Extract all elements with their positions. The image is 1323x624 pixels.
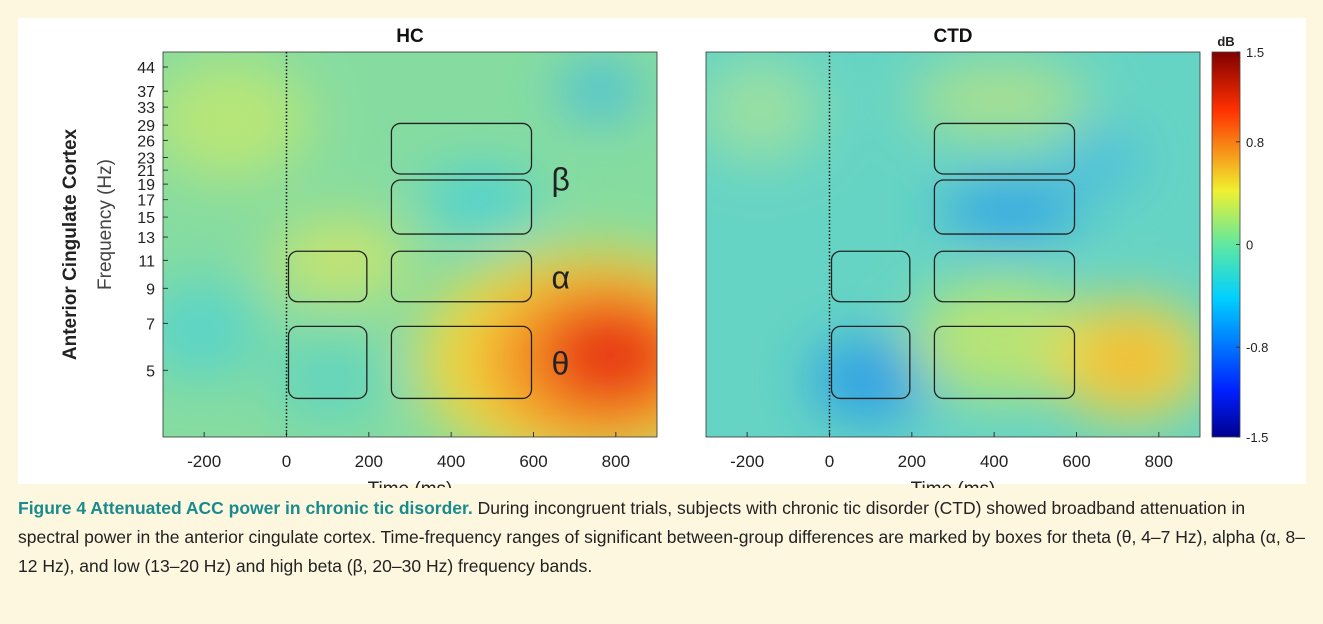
colorbar-tick-label: -0.8 bbox=[1246, 340, 1268, 355]
significance-box bbox=[287, 250, 368, 303]
panel-title: HC bbox=[396, 26, 424, 47]
colorbar-tick-label: 0.8 bbox=[1246, 135, 1264, 150]
heatmap-hc bbox=[163, 52, 657, 437]
plot-frame bbox=[705, 51, 1201, 438]
x-tick-label: 600 bbox=[1062, 452, 1090, 471]
significance-box bbox=[287, 325, 368, 400]
y-tick-label: 29 bbox=[137, 118, 155, 135]
y-tick-label: 5 bbox=[146, 363, 155, 380]
colorbar-tick-label: 0 bbox=[1246, 238, 1253, 253]
significance-box bbox=[830, 250, 911, 303]
colorbar bbox=[1211, 51, 1241, 438]
band-label: θ bbox=[552, 345, 570, 381]
x-tick-label: 400 bbox=[437, 452, 465, 471]
y-tick-label: 33 bbox=[137, 100, 155, 117]
band-label: β bbox=[552, 162, 570, 198]
colorbar-tick-label: 1.5 bbox=[1246, 45, 1264, 60]
heatmap-ctd bbox=[706, 52, 1200, 437]
plot-frame bbox=[162, 51, 658, 438]
x-tick-label: 200 bbox=[898, 452, 926, 471]
row-label: Anterior Cingulate Cortex bbox=[60, 128, 81, 360]
significance-box bbox=[830, 325, 911, 400]
y-tick-label: 11 bbox=[138, 253, 155, 270]
y-tick-label: 15 bbox=[137, 210, 155, 227]
significance-box bbox=[933, 325, 1076, 400]
significance-box bbox=[933, 250, 1076, 303]
x-tick-label: 0 bbox=[282, 452, 291, 471]
significance-box bbox=[390, 325, 533, 400]
y-tick-label: 44 bbox=[137, 60, 155, 77]
y-axis-label: Frequency (Hz) bbox=[95, 159, 116, 290]
significance-box bbox=[933, 122, 1076, 175]
x-tick-label: 0 bbox=[825, 452, 834, 471]
y-tick-label: 9 bbox=[146, 281, 155, 298]
x-tick-label: -200 bbox=[730, 452, 764, 471]
x-tick-label: 200 bbox=[355, 452, 383, 471]
x-axis-label: Time (ms) bbox=[911, 479, 996, 488]
y-tick-label: 7 bbox=[146, 316, 155, 333]
caption-text: During incongruent trials, subjects with… bbox=[18, 498, 1306, 576]
caption: Figure 4 Attenuated ACC power in chronic… bbox=[18, 494, 1308, 581]
y-tick-label: 37 bbox=[137, 84, 155, 101]
panel-title: CTD bbox=[933, 26, 972, 47]
y-tick-label: 13 bbox=[137, 230, 155, 247]
y-tick-label: 23 bbox=[137, 150, 155, 167]
significance-box bbox=[390, 179, 533, 235]
figure: HC-2000200400600800Time (ms)579111315171… bbox=[18, 18, 1306, 488]
band-label: α bbox=[552, 259, 571, 295]
x-tick-label: -200 bbox=[187, 452, 221, 471]
x-tick-label: 600 bbox=[519, 452, 547, 471]
colorbar-tick-label: -1.5 bbox=[1246, 430, 1268, 445]
significance-box bbox=[390, 122, 533, 175]
significance-box bbox=[933, 179, 1076, 235]
colorbar-title: dB bbox=[1217, 34, 1234, 49]
y-tick-label: 21 bbox=[137, 163, 155, 180]
y-tick-label: 26 bbox=[137, 133, 155, 150]
x-tick-label: 400 bbox=[980, 452, 1008, 471]
x-tick-label: 800 bbox=[1145, 452, 1173, 471]
x-tick-label: 800 bbox=[602, 452, 630, 471]
y-tick-label: 19 bbox=[137, 177, 155, 194]
significance-box bbox=[390, 250, 533, 303]
y-tick-label: 17 bbox=[137, 193, 155, 210]
x-axis-label: Time (ms) bbox=[368, 479, 453, 488]
caption-label: Figure 4 Attenuated ACC power in chronic… bbox=[18, 498, 473, 518]
